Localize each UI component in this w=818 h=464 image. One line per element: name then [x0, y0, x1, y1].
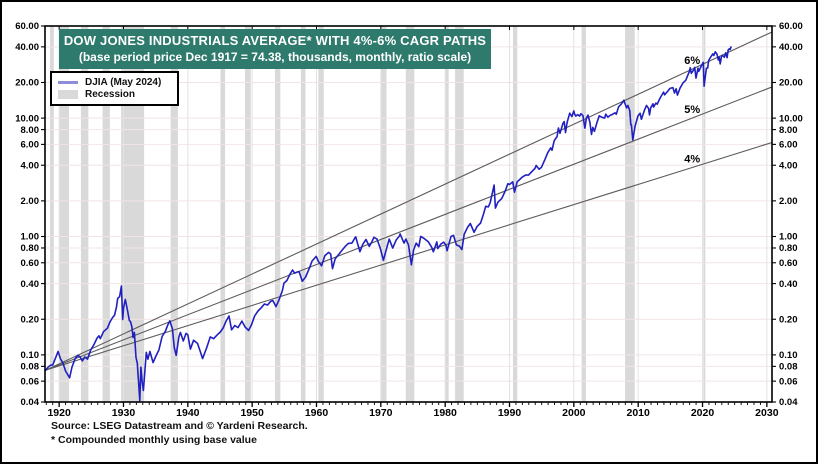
y-tick-label-left: 0.06	[21, 376, 40, 387]
recession-swatch	[58, 90, 78, 99]
x-tick-label: 1920	[47, 407, 71, 419]
y-tick-label-left: 0.60	[21, 258, 40, 269]
y-tick-label-right: 0.20	[779, 314, 798, 325]
djia-series-line	[45, 46, 732, 402]
x-tick-label: 2020	[691, 407, 715, 419]
x-tick-label: 2030	[755, 407, 779, 419]
y-tick-label-right: 0.08	[779, 362, 798, 373]
x-tick-label: 2010	[627, 407, 651, 419]
y-tick-label-left: 0.40	[21, 279, 40, 290]
y-tick-label-left: 8.00	[21, 125, 40, 136]
y-axis: 60.00 60.00 40.00 40.00 20.00 20.00 10.00 10.00…	[15, 21, 803, 408]
x-tick-label: 1960	[305, 407, 329, 419]
y-tick-label-left: 1.00	[21, 232, 40, 243]
y-tick-label-right: 0.80	[779, 243, 798, 254]
y-tick-label-right: 4.00	[779, 160, 798, 171]
y-tick-label-left: 6.00	[21, 140, 40, 151]
source-note: Source: LSEG Datastream and © Yardeni Re…	[51, 419, 308, 447]
y-tick-label-right: 2.00	[779, 196, 798, 207]
x-tick-label: 1980	[433, 407, 457, 419]
y-tick-label-right: 10.00	[779, 113, 803, 124]
recession-bands	[50, 26, 706, 402]
y-tick-label-left: 0.04	[21, 397, 40, 408]
y-tick-label-right: 8.00	[779, 125, 798, 136]
cagr-path-5pct	[45, 86, 773, 371]
x-tick-label: 1940	[176, 407, 200, 419]
y-tick-label-left: 0.08	[21, 362, 40, 373]
y-tick-label-left: 0.10	[21, 350, 40, 361]
legend-box: DJIA (May 2024) Recession	[50, 71, 179, 106]
footnote-line: * Compounded monthly using base value	[51, 434, 257, 446]
x-tick-label: 1970	[369, 407, 393, 419]
y-tick-label-left: 40.00	[15, 42, 39, 53]
y-tick-label-right: 20.00	[779, 78, 803, 89]
y-tick-label-right: 0.60	[779, 258, 798, 269]
y-tick-label-left: 2.00	[21, 196, 40, 207]
y-tick-label-right: 1.00	[779, 232, 798, 243]
y-tick-label-left: 60.00	[15, 21, 39, 32]
y-tick-label-right: 0.06	[779, 376, 798, 387]
y-tick-label-left: 20.00	[15, 78, 39, 89]
x-tick-label: 2000	[562, 407, 586, 419]
y-tick-label-right: 0.04	[779, 397, 798, 408]
y-tick-label-left: 10.00	[15, 113, 39, 124]
djia-line-swatch	[58, 81, 78, 84]
x-axis: 1920 1930 1940 1950 1960 1970 1980 1990 2000 2010…	[45, 26, 779, 419]
y-tick-label-right: 40.00	[779, 42, 803, 53]
legend-label-recession: Recession	[85, 88, 136, 100]
plot-frame	[44, 25, 773, 403]
y-tick-label-left: 0.80	[21, 243, 40, 254]
cagr-label-4pct: 4%	[684, 153, 700, 165]
chart-title-box: DOW JONES INDUSTRIALS AVERAGE* WITH 4%-6…	[59, 29, 491, 69]
legend-item-recession: Recession	[58, 89, 175, 100]
cagr-path-4pct	[45, 141, 773, 371]
x-tick-label: 1950	[240, 407, 264, 419]
y-tick-label-right: 6.00	[779, 140, 798, 151]
chart-title-line2: (base period price Dec 1917 = 74.38, tho…	[78, 50, 472, 64]
cagr-label-6pct: 6%	[684, 55, 700, 67]
x-tick-label: 1990	[498, 407, 522, 419]
y-tick-label-right: 0.40	[779, 279, 798, 290]
y-tick-label-left: 4.00	[21, 160, 40, 171]
legend-label-djia: DJIA (May 2024)	[85, 76, 162, 88]
cagr-paths: 6% 5% 4%	[45, 31, 773, 371]
cagr-label-5pct: 5%	[684, 104, 700, 116]
x-tick-label: 1930	[112, 407, 136, 419]
source-line: Source: LSEG Datastream and © Yardeni Re…	[51, 420, 308, 432]
cagr-path-6pct	[45, 31, 773, 371]
y-tick-label-right: 60.00	[779, 21, 803, 32]
y-tick-label-left: 0.20	[21, 314, 40, 325]
y-tick-label-right: 0.10	[779, 350, 798, 361]
chart-title-line1: DOW JONES INDUSTRIALS AVERAGE* WITH 4%-6…	[63, 33, 487, 48]
legend-item-djia: DJIA (May 2024)	[58, 77, 175, 88]
